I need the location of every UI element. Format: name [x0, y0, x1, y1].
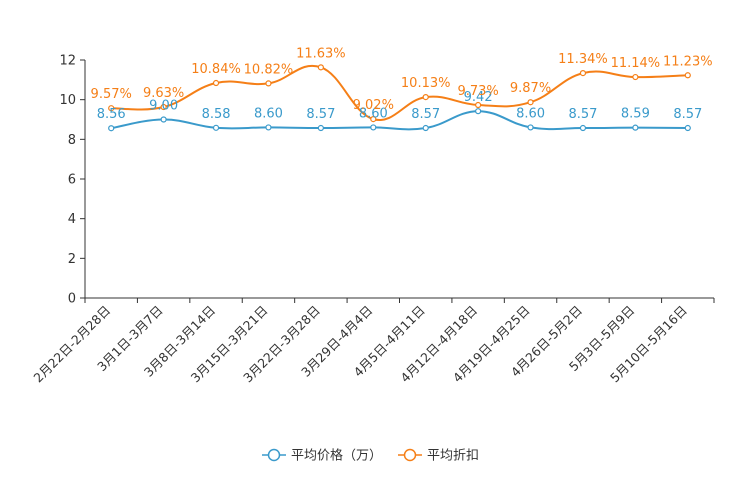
data-label: 8.57	[306, 107, 335, 122]
data-label: 9.00	[149, 99, 178, 114]
data-label: 8.57	[568, 107, 597, 122]
data-point	[684, 124, 691, 132]
data-point	[370, 116, 377, 123]
series-lines	[108, 64, 691, 132]
series-line-1	[111, 110, 688, 131]
data-point	[632, 73, 639, 81]
legend-label: 平均价格（万）	[291, 448, 382, 464]
data-point	[212, 79, 220, 87]
y-axis: 0 2 4 6 8 10 12	[59, 54, 86, 307]
data-point	[212, 124, 220, 131]
data-label: 8.56	[97, 107, 126, 122]
data-point	[527, 99, 534, 106]
data-label: 8.57	[673, 107, 702, 122]
data-label: 8.58	[202, 107, 231, 122]
data-point	[265, 80, 272, 87]
y-tick-label: 6	[68, 173, 76, 188]
data-point	[422, 93, 429, 101]
data-label: 9.87%	[510, 81, 551, 96]
data-point	[579, 124, 587, 132]
data-point	[422, 124, 429, 132]
data-point	[475, 108, 482, 115]
legend-marker-icon	[267, 448, 281, 462]
data-point	[527, 124, 534, 131]
data-labels: 8.56 9.00 8.58 8.60 8.57 8.60 8.57 9.42 8.60 8.57…	[91, 46, 713, 122]
data-point	[317, 124, 324, 132]
data-label: 9.57%	[91, 87, 132, 102]
data-point	[632, 124, 639, 131]
data-label: 11.23%	[663, 54, 713, 69]
data-label: 9.02%	[353, 98, 394, 113]
legend-item-2[interactable]: 平均折扣	[398, 449, 479, 464]
data-label: 11.14%	[611, 56, 661, 71]
data-point	[160, 103, 167, 111]
data-point	[265, 124, 272, 131]
data-point	[475, 101, 482, 109]
data-label: 10.84%	[191, 62, 241, 77]
data-point	[108, 105, 115, 112]
data-label: 8.60	[359, 106, 388, 121]
data-label: 9.42	[464, 90, 493, 105]
data-label: 11.34%	[558, 52, 608, 67]
legend-item-1[interactable]: 平均价格（万）	[262, 448, 382, 464]
data-label: 10.13%	[401, 76, 451, 91]
data-point	[160, 116, 167, 123]
y-tick-label: 8	[68, 133, 76, 148]
data-point	[579, 69, 587, 77]
legend-marker-icon	[403, 448, 417, 462]
data-label: 8.60	[516, 106, 545, 121]
data-label: 9.73%	[457, 84, 498, 99]
y-tick-label: 10	[59, 93, 76, 108]
data-point	[684, 72, 691, 79]
x-axis: 2月22日-2月28日3月1日-3月7日3月8日-3月14日3月15日-3月21…	[30, 297, 715, 386]
legend-label: 平均折扣	[427, 449, 479, 464]
legend[interactable]: 平均价格（万） 平均折扣	[262, 448, 479, 464]
data-point	[108, 125, 115, 132]
y-tick-label: 12	[59, 54, 76, 69]
y-tick-label: 0	[68, 292, 76, 307]
data-label: 8.59	[621, 107, 650, 122]
data-label: 8.57	[411, 107, 440, 122]
data-label: 8.60	[254, 106, 283, 121]
data-point	[317, 64, 324, 71]
data-label: 11.63%	[296, 46, 346, 61]
y-tick-label: 4	[68, 212, 76, 227]
x-tick-label: 2月22日-2月28日	[30, 303, 113, 386]
data-label: 10.82%	[244, 62, 294, 77]
y-tick-label: 2	[68, 252, 76, 267]
data-label: 9.63%	[143, 86, 184, 101]
data-point	[370, 124, 377, 131]
